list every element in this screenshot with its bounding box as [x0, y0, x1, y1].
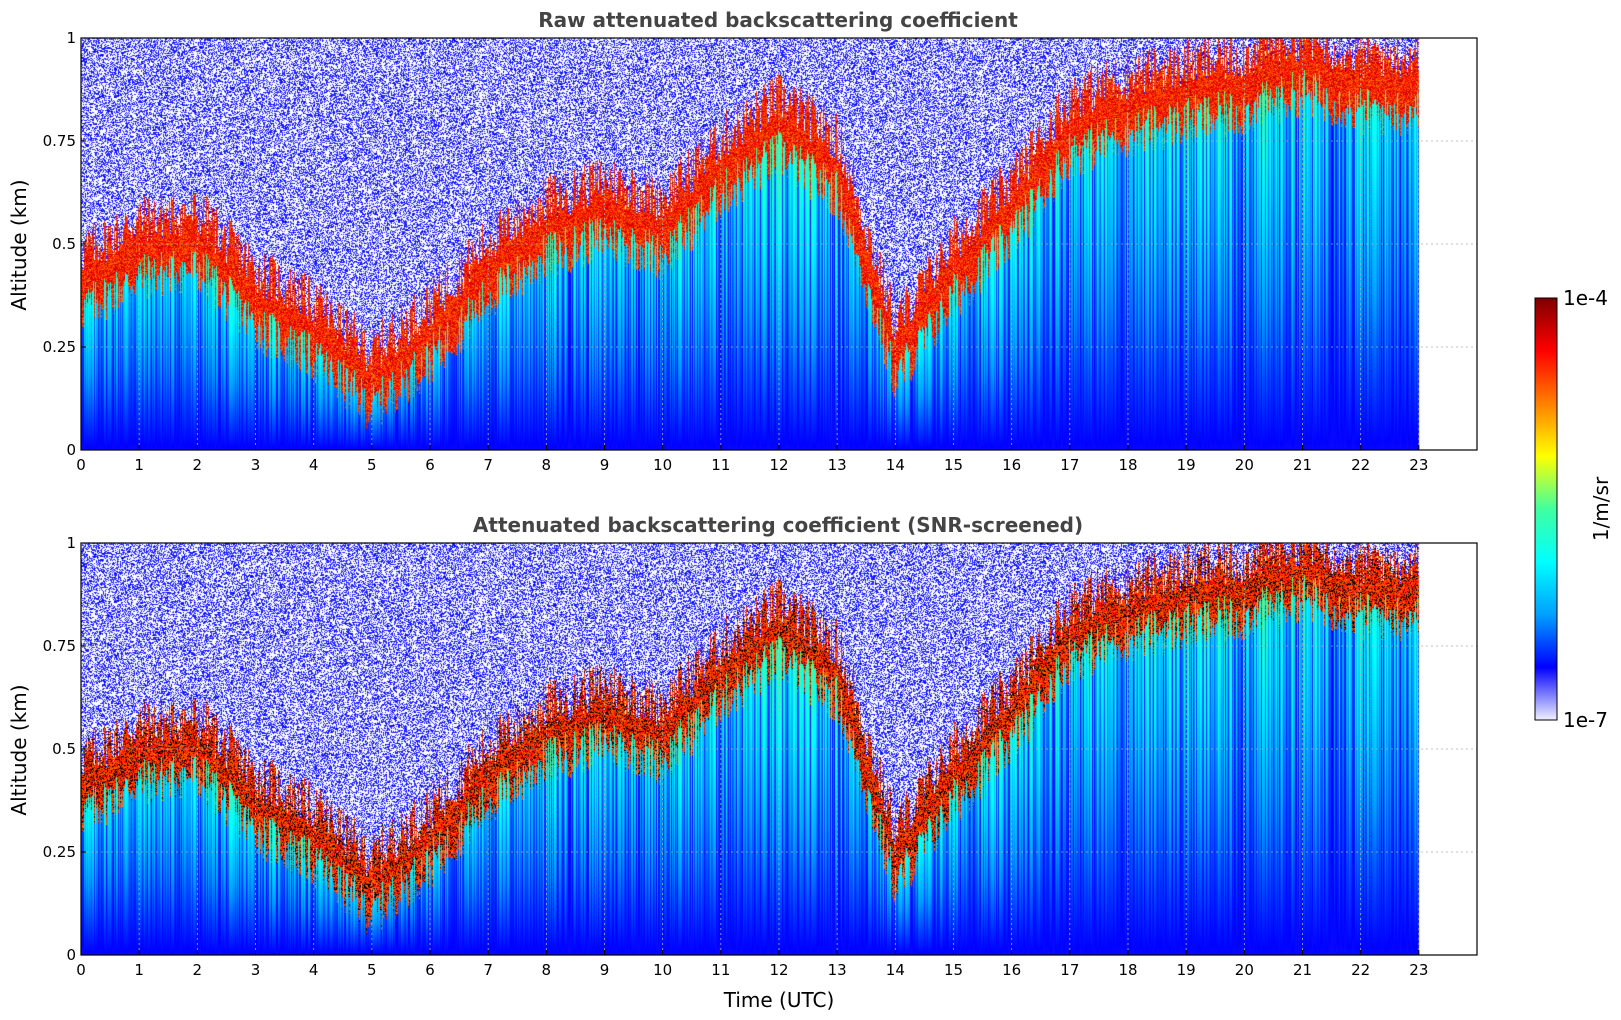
x-tick-label: 20	[1235, 456, 1254, 474]
y-tick-label: 0.75	[43, 132, 76, 150]
x-tick-label: 23	[1409, 961, 1428, 979]
grid	[81, 38, 1477, 450]
panel-screened: Attenuated backscattering coefficient (S…	[7, 513, 1478, 1012]
y-ticks: 0 0.25 0.5 0.75 1	[43, 534, 86, 964]
x-tick-label: 7	[483, 456, 493, 474]
x-tick-label: 3	[251, 961, 261, 979]
y-tick-label: 0.25	[43, 843, 76, 861]
colorbar-scale	[1534, 297, 1558, 721]
x-tick-label: 21	[1293, 961, 1312, 979]
panel-title: Raw attenuated backscattering coefficien…	[538, 8, 1018, 32]
y-tick-label: 0.25	[43, 338, 76, 356]
x-tick-label: 1	[134, 456, 144, 474]
x-tick-label: 14	[886, 961, 905, 979]
x-tick-label: 5	[367, 961, 377, 979]
x-tick-label: 9	[600, 961, 610, 979]
panel-raw: Raw attenuated backscattering coefficien…	[7, 8, 1478, 474]
x-tick-label: 10	[653, 456, 672, 474]
x-tick-label: 6	[425, 456, 435, 474]
colorbar-label: 1/m/sr	[1589, 476, 1613, 541]
x-tick-label: 17	[1060, 456, 1079, 474]
y-tick-label: 0	[66, 441, 76, 459]
x-tick-label: 18	[1118, 456, 1137, 474]
x-tick-label: 20	[1235, 961, 1254, 979]
x-ticks: 0 1 2 3 4 5 6 7 8 9 10 11 12 13 14 15 16 17 18 19 20 21 22 23	[76, 445, 1428, 474]
x-tick-label: 5	[367, 456, 377, 474]
x-tick-label: 22	[1351, 961, 1370, 979]
panel-title: Attenuated backscattering coefficient (S…	[473, 513, 1083, 537]
colorbar-max-label: 1e-4	[1563, 286, 1608, 310]
x-tick-label: 0	[76, 456, 86, 474]
x-tick-label: 19	[1177, 456, 1196, 474]
x-tick-label: 16	[1002, 456, 1021, 474]
x-tick-label: 8	[542, 961, 552, 979]
y-tick-label: 1	[66, 29, 76, 47]
x-tick-label: 4	[309, 961, 319, 979]
x-tick-label: 11	[711, 961, 730, 979]
x-tick-label: 2	[193, 456, 203, 474]
x-tick-label: 1	[134, 961, 144, 979]
y-axis-label: Altitude (km)	[7, 684, 31, 815]
x-tick-label: 12	[769, 961, 788, 979]
y-tick-label: 0.5	[52, 235, 76, 253]
x-axis-label: Time (UTC)	[723, 988, 835, 1012]
x-tick-label: 10	[653, 961, 672, 979]
y-tick-label: 1	[66, 534, 76, 552]
x-tick-label: 15	[944, 456, 963, 474]
colorbar: 1e-4 1e-7 1/m/sr	[1534, 286, 1613, 732]
x-tick-label: 18	[1118, 961, 1137, 979]
y-tick-label: 0.75	[43, 637, 76, 655]
x-tick-label: 22	[1351, 456, 1370, 474]
x-tick-label: 9	[600, 456, 610, 474]
x-tick-label: 7	[483, 961, 493, 979]
x-tick-label: 3	[251, 456, 261, 474]
x-tick-label: 11	[711, 456, 730, 474]
x-tick-label: 12	[769, 456, 788, 474]
x-tick-label: 17	[1060, 961, 1079, 979]
x-tick-label: 0	[76, 961, 86, 979]
y-axis-label: Altitude (km)	[7, 179, 31, 310]
x-tick-label: 21	[1293, 456, 1312, 474]
x-tick-label: 16	[1002, 961, 1021, 979]
y-ticks: 0 0.25 0.5 0.75 1	[43, 29, 86, 459]
x-tick-label: 19	[1177, 961, 1196, 979]
x-tick-label: 23	[1409, 456, 1428, 474]
x-tick-label: 13	[828, 961, 847, 979]
x-tick-label: 4	[309, 456, 319, 474]
colorbar-min-label: 1e-7	[1563, 708, 1608, 732]
x-tick-label: 13	[828, 456, 847, 474]
x-tick-label: 14	[886, 456, 905, 474]
x-tick-label: 8	[542, 456, 552, 474]
x-tick-label: 2	[193, 961, 203, 979]
y-tick-label: 0	[66, 946, 76, 964]
y-tick-label: 0.5	[52, 740, 76, 758]
x-tick-label: 15	[944, 961, 963, 979]
grid	[81, 543, 1477, 955]
x-tick-label: 6	[425, 961, 435, 979]
x-ticks: 0 1 2 3 4 5 6 7 8 9 10 11 12 13 14 15 16 17 18 19 20 21 22 23	[76, 950, 1428, 979]
